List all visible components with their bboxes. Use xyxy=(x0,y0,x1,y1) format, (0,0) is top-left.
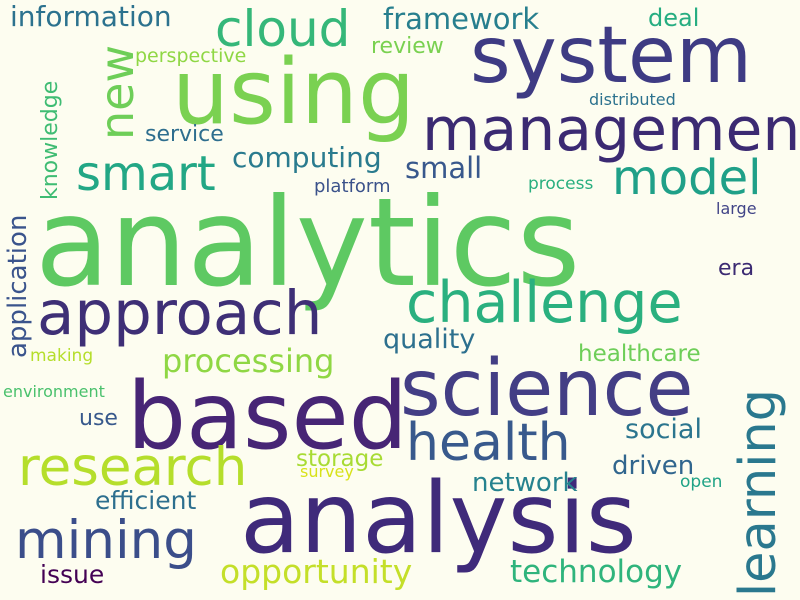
word-knowledge: knowledge xyxy=(38,80,63,200)
word-health: health xyxy=(406,413,571,473)
word-perspective: perspective xyxy=(135,45,247,67)
word-framework: framework xyxy=(383,2,540,36)
word-learning: learning xyxy=(729,388,788,597)
word-process: process xyxy=(528,174,594,194)
word-model: model xyxy=(612,150,762,206)
word-healthcare: healthcare xyxy=(578,341,701,367)
word-challenge: challenge xyxy=(406,270,683,336)
word-using: using xyxy=(172,40,416,145)
word-management: management xyxy=(422,95,800,165)
word-platform: platform xyxy=(314,176,391,197)
word-computing: computing xyxy=(232,141,382,174)
word-cloud: cloud xyxy=(215,0,351,58)
word-science: science xyxy=(400,344,694,434)
word-making: making xyxy=(30,346,94,366)
word-survey: survey xyxy=(300,462,354,481)
word-driven: driven xyxy=(612,451,695,481)
word-network: network xyxy=(472,468,578,498)
word-social: social xyxy=(625,414,702,445)
word-open: open xyxy=(680,472,723,492)
word-technology: technology xyxy=(510,554,683,590)
word-era: era xyxy=(718,256,755,281)
word-use: use xyxy=(79,406,118,431)
word-analytics: analytics xyxy=(35,172,581,314)
word-approach: approach xyxy=(37,278,323,349)
word-environment: environment xyxy=(3,382,105,401)
word-based: based xyxy=(127,362,408,470)
word-analysis: analysis xyxy=(240,462,637,576)
word-quality: quality xyxy=(383,324,476,355)
word-new: new xyxy=(90,44,144,140)
word-small: small xyxy=(405,151,483,185)
word-research: research xyxy=(18,437,248,498)
word-issue: issue xyxy=(40,560,105,589)
word-system: system xyxy=(470,11,752,101)
word-opportunity: opportunity xyxy=(220,552,413,591)
word-large: large xyxy=(716,199,757,218)
word-processing: processing xyxy=(162,342,335,380)
word-efficient: efficient xyxy=(95,486,197,515)
word-deal: deal xyxy=(648,4,700,32)
word-smart: smart xyxy=(76,146,216,202)
word-application: application xyxy=(3,214,33,358)
word-service: service xyxy=(145,122,224,147)
word-information: information xyxy=(10,0,172,33)
word-storage: storage xyxy=(296,446,384,472)
word-review: review xyxy=(371,34,444,59)
word-distributed: distributed xyxy=(589,90,676,109)
word-mining: mining xyxy=(15,510,197,571)
